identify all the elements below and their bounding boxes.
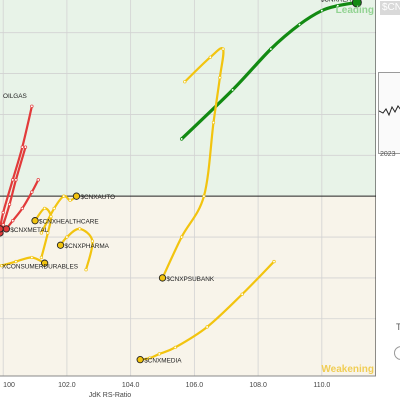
point-cnxmedia [173,345,177,350]
label-cnxpharma: $CNXPHARMA [65,243,110,250]
point-cnxpharma [78,227,82,231]
point-cnxauto [62,194,66,198]
point-head-cnxpsubank [158,274,167,282]
x-tick-label: 102.0 [58,382,76,389]
point-cnxpharma [84,268,88,272]
point-cnxrealty [336,4,340,8]
point-cnxmetal [20,206,24,211]
label-cnxhealthcare: $CNXHEALTHCARE [39,219,99,226]
series-labels: $CNXREA $CNXPSUBANK $CNXMEDIA $CNXAUTO $CNXH… [2,0,352,365]
mini-chart-year: 2023 [380,151,396,158]
point-cnxrealty [230,88,235,92]
point-cnxoilgas [1,210,5,215]
quadrant-label-weakening: Weakening [321,364,374,375]
point-cnxpsubank [202,194,206,198]
point-cnxmedia [240,292,244,296]
point-head-cnxmetal [2,225,11,233]
x-tick-label: 104.0 [122,382,140,389]
point-cnxauto [52,206,56,211]
grid-lines [0,0,376,376]
label-cnxconsumerdurables: XCONSUMERDURABLES [2,264,78,271]
point-cnxenergy [7,202,12,206]
point-cnxenergy [1,223,5,227]
tail-points [0,0,362,364]
side-panel-header: $CNX [380,1,400,15]
label-cnxrealty: $CNXREA [321,0,352,3]
point-cnxpsubank [179,235,184,239]
point-cnxmedia [148,356,152,360]
point-cnxconsumerdurables [30,255,34,260]
label-cnxmedia: $CNXMEDIA [144,358,182,365]
point-cnxrealty [269,47,273,51]
tail-cnxpsubank [161,47,225,280]
x-tick-labels: 100 102.0 104.0 106.0 108.0 110.0 [3,382,330,389]
point-head-cnxrealty [351,0,362,8]
point-cnxrealty [179,137,184,141]
label-cnxmetal: $CNXMETAL [10,227,48,234]
quadrant-top [0,0,376,197]
x-tick-label: 108.0 [249,382,267,389]
point-cnxpharma [65,235,69,239]
point-cnxenergy [14,178,18,182]
point-cnxauto [68,198,72,202]
point-head-cnxpharma [56,241,65,249]
label-cnxauto: $CNXAUTO [80,194,115,201]
point-cnxpsubank [221,47,225,51]
point-cnxhealthcare [46,231,50,235]
point-cnxenergy [23,145,28,149]
tail-cnxconsumerdurables [0,256,46,267]
mini-chart-line [378,105,400,117]
mini-chart [378,72,400,154]
side-panel: $CNX 2023 T [376,0,400,400]
point-head-cnxauto [72,192,81,200]
point-head-cnxoilgas [0,225,4,233]
point-cnxhealthcare [42,206,47,211]
point-head-cnxmedia [136,356,144,364]
point-cnxmedia [272,259,276,264]
point-cnxoilgas [11,178,15,182]
point-cnxpsubank [183,80,187,84]
point-head-cnxconsumerdurables [40,259,49,267]
label-cnxoilgas: OILGAS [3,93,27,100]
point-cnxmetal [30,190,34,194]
side-panel-glyph: T [396,322,400,332]
point-cnxauto [39,231,44,235]
point-cnxrealty [297,22,302,27]
point-cnxpsubank [211,120,216,125]
x-tick-label: 110.0 [313,382,330,389]
point-cnxhealthcare [49,214,53,219]
x-axis-label: JdK RS-Ratio [89,392,132,399]
point-cnxconsumerdurables [0,264,4,268]
quadrant-backgrounds [0,0,376,376]
point-cnxpharma [90,239,95,243]
point-cnxoilgas [30,104,34,108]
point-cnxmedia [157,352,161,356]
quadrant-label-leading: Leading [336,5,374,16]
point-cnxconsumerdurables [14,259,18,264]
point-cnxhealthcare [39,255,44,260]
point-cnxpsubank [218,76,222,80]
x-tick-label: 100 [3,382,15,389]
x-tick-label: 106.0 [186,382,204,389]
point-cnxpsubank [208,55,212,59]
point-cnxmetal [11,219,15,223]
radio-circle[interactable] [394,346,400,360]
label-cnxpsubank: $CNXPSUBANK [167,276,215,283]
point-head-cnxhealthcare [31,217,39,225]
point-cnxrealty [320,8,324,13]
point-cnxmetal [36,178,40,182]
point-cnxmedia [205,325,209,329]
point-cnxoilgas [20,145,24,149]
